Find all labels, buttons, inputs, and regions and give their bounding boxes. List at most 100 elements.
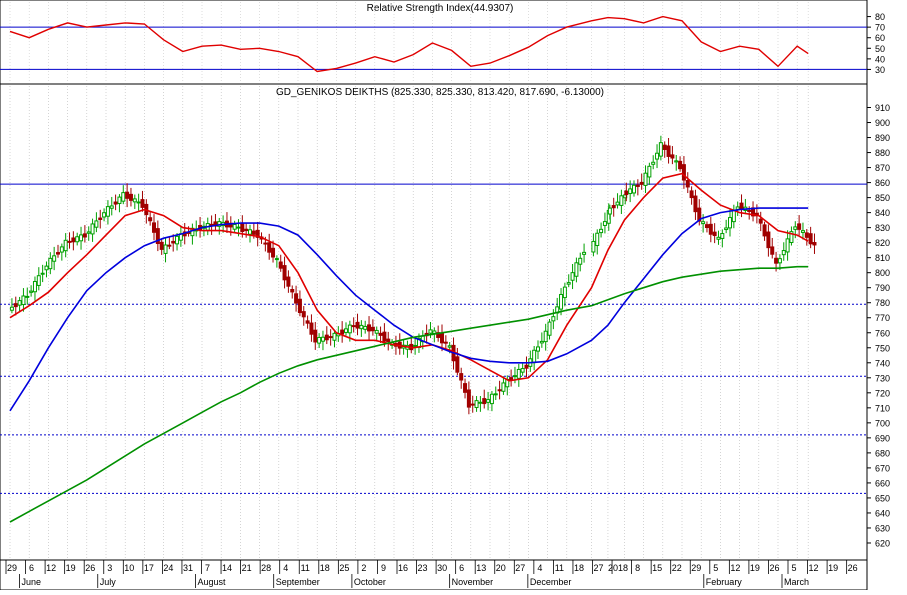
- candle-up: [332, 332, 337, 341]
- x-month-label: December: [530, 577, 572, 587]
- candle-up: [9, 306, 14, 311]
- x-day-tick-label: 12: [46, 563, 56, 573]
- candle-down: [71, 237, 76, 243]
- moving-average-layer: [9, 172, 809, 523]
- candle-down: [56, 252, 60, 255]
- candle-down: [128, 193, 133, 201]
- candle-down: [67, 240, 72, 243]
- candle-up: [655, 152, 660, 160]
- rsi-y-tick-label: 50: [875, 44, 885, 54]
- candle-up: [643, 172, 648, 186]
- candle-up: [136, 201, 141, 204]
- moving-average-line-3: [9, 265, 809, 523]
- price-y-tick-label: 700: [875, 418, 890, 428]
- rsi-reference-lines: [0, 26, 867, 70]
- x-day-tick-label: 7: [205, 563, 210, 573]
- x-day-tick-label: 27: [515, 563, 525, 573]
- candle-down: [670, 154, 675, 159]
- price-y-tick-label: 640: [875, 508, 890, 518]
- candle-up: [344, 328, 348, 333]
- rsi-y-tick-label: 70: [875, 23, 885, 33]
- candle-up: [17, 300, 22, 306]
- candle-up: [599, 228, 604, 234]
- candle-up: [121, 192, 126, 202]
- candle-down: [685, 180, 690, 188]
- candle-up: [29, 290, 34, 293]
- x-day-tick-label: 6: [29, 563, 34, 573]
- candle-down: [294, 293, 299, 304]
- candle-up: [102, 212, 107, 218]
- candle-up: [777, 258, 782, 264]
- candle-up: [651, 161, 656, 165]
- x-day-tick-label: 22: [672, 563, 682, 573]
- candle-down: [140, 199, 145, 208]
- x-day-tick-label: 29: [691, 563, 701, 573]
- rsi-gridlines: [9, 2, 809, 82]
- candle-up: [105, 206, 110, 217]
- candle-up: [516, 368, 521, 379]
- price-y-tick-label: 860: [875, 178, 890, 188]
- rsi-y-tick-label: 40: [875, 54, 885, 64]
- x-day-tick-label: 29: [7, 563, 17, 573]
- candle-up: [44, 265, 49, 271]
- x-day-tick-label: 26: [848, 563, 858, 573]
- price-y-tick-label: 660: [875, 478, 890, 488]
- candle-down: [382, 331, 387, 342]
- candle-down: [666, 145, 671, 157]
- candle-down: [340, 329, 345, 335]
- candle-down: [282, 265, 287, 281]
- price-y-tick-label: 690: [875, 433, 890, 443]
- x-day-tick-label: 18: [574, 563, 584, 573]
- candle-down: [155, 228, 160, 245]
- candle-down: [82, 233, 87, 238]
- candle-up: [489, 393, 494, 405]
- candle-up: [347, 324, 352, 334]
- x-month-label: November: [452, 577, 494, 587]
- candle-down: [697, 207, 702, 222]
- candle-up: [432, 330, 437, 334]
- x-day-tick-label: 15: [652, 563, 662, 573]
- price-y-tick-label: 750: [875, 343, 890, 353]
- price-reference-lines: [0, 183, 867, 494]
- x-day-tick-label: 31: [183, 563, 193, 573]
- x-axis-ticks: 29 6 12 19 26 3 10 17 24 31 7 14 21 28 4 11 18 25 2 9 16 23 30…: [5, 560, 858, 588]
- price-y-tick-label: 890: [875, 133, 890, 143]
- price-y-tick-label: 820: [875, 238, 890, 248]
- x-month-label: June: [22, 577, 42, 587]
- candle-down: [309, 322, 314, 335]
- price-y-tick-label: 910: [875, 103, 890, 113]
- x-day-tick-label: 8: [635, 563, 640, 573]
- candle-down: [497, 389, 502, 392]
- price-y-tick-label: 810: [875, 253, 890, 263]
- candle-up: [728, 217, 732, 229]
- candle-up: [274, 258, 279, 261]
- candle-up: [615, 201, 620, 206]
- candle-up: [574, 262, 579, 277]
- candle-up: [619, 195, 624, 206]
- candle-down: [113, 201, 118, 205]
- candle-up: [724, 227, 729, 231]
- x-month-label: March: [784, 577, 809, 587]
- candle-down: [678, 160, 683, 170]
- candle-down: [770, 246, 775, 255]
- candle-down: [324, 334, 329, 341]
- candle-up: [539, 340, 544, 344]
- candle-up: [562, 286, 567, 299]
- price-y-tick-label: 650: [875, 493, 890, 503]
- x-axis: 29 6 12 19 26 3 10 17 24 31 7 14 21 28 4 11 18 25 2 9 16 23 30…: [0, 559, 868, 591]
- x-day-tick-label: 9: [381, 563, 386, 573]
- candle-up: [163, 244, 168, 254]
- x-day-tick-label: 14: [222, 563, 232, 573]
- candle-down: [263, 242, 268, 245]
- candle-up: [48, 257, 53, 270]
- price-y-tick-label: 880: [875, 148, 890, 158]
- candle-down: [804, 232, 809, 238]
- candle-up: [232, 223, 237, 230]
- candle-down: [301, 311, 306, 318]
- x-month-label: August: [198, 577, 227, 587]
- candle-up: [520, 368, 525, 373]
- candle-down: [125, 191, 130, 199]
